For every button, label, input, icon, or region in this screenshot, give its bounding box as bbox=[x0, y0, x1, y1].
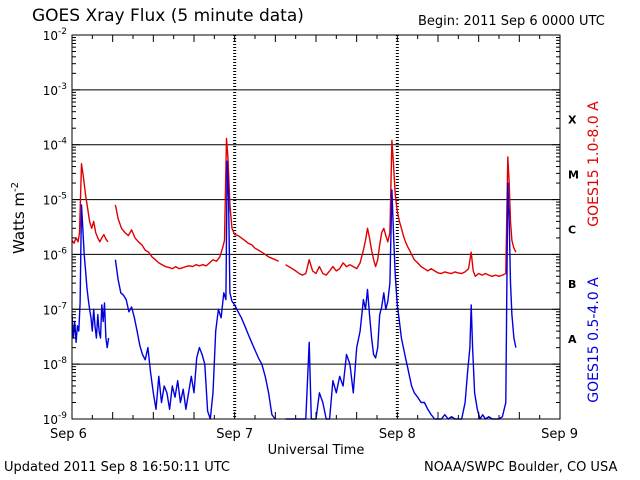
y-tick-exponent: -8 bbox=[58, 356, 67, 366]
y-tick-exponent: -3 bbox=[58, 82, 67, 92]
flare-class-C: C bbox=[568, 223, 576, 236]
y-tick-base: 10 bbox=[43, 139, 58, 153]
begin-time-label: Begin: 2011 Sep 6 0000 UTC bbox=[418, 14, 605, 29]
y-tick-label: 10-5 bbox=[43, 192, 67, 208]
y-tick-exponent: -7 bbox=[58, 301, 67, 311]
grid-layer bbox=[72, 35, 560, 419]
y-tick-label: 10-4 bbox=[43, 137, 68, 153]
y-tick-exponent: -6 bbox=[58, 246, 67, 256]
legend-label-short: GOES15 0.5-4.0 A bbox=[586, 277, 602, 403]
y-axis-label-exponent: -2 bbox=[10, 182, 21, 192]
updated-timestamp: Updated 2011 Sep 8 16:50:11 UTC bbox=[4, 460, 231, 475]
flare-class-M: M bbox=[568, 168, 579, 181]
x-axis-label: Universal Time bbox=[268, 443, 365, 458]
y-tick-base: 10 bbox=[43, 358, 58, 372]
y-axis-label: Watts m-2 bbox=[10, 182, 28, 254]
y-tick-exponent: -9 bbox=[58, 411, 67, 421]
y-tick-label: 10-6 bbox=[43, 246, 68, 262]
legend-label-long: GOES15 1.0-8.0 A bbox=[586, 101, 602, 227]
series-line-short bbox=[71, 160, 517, 420]
flare-class-B: B bbox=[568, 278, 576, 291]
y-tick-label: 10-9 bbox=[43, 411, 68, 427]
series-line-long bbox=[71, 137, 517, 277]
y-tick-base: 10 bbox=[43, 194, 58, 208]
y-tick-base: 10 bbox=[43, 413, 58, 427]
y-tick-exponent: -4 bbox=[58, 137, 67, 147]
x-tick-label: Sep 9 bbox=[541, 427, 578, 442]
flare-class-X: X bbox=[568, 114, 577, 127]
y-tick-label: 10-3 bbox=[43, 82, 67, 98]
x-tick-label: Sep 6 bbox=[50, 427, 87, 442]
chart-title: GOES Xray Flux (5 minute data) bbox=[32, 6, 304, 26]
y-tick-exponent: -2 bbox=[58, 27, 67, 37]
y-tick-exponent: -5 bbox=[58, 192, 67, 202]
plot-frame bbox=[71, 34, 561, 420]
series-layer bbox=[71, 137, 517, 420]
y-tick-label: 10-8 bbox=[43, 356, 68, 372]
credit-label: NOAA/SWPC Boulder, CO USA bbox=[424, 460, 618, 475]
y-tick-label: 10-2 bbox=[43, 27, 67, 43]
x-tick-label: Sep 7 bbox=[216, 427, 253, 442]
y-tick-base: 10 bbox=[43, 248, 58, 262]
x-tick-label: Sep 8 bbox=[379, 427, 416, 442]
y-tick-base: 10 bbox=[43, 84, 58, 98]
flare-class-A: A bbox=[568, 333, 577, 346]
y-tick-label: 10-7 bbox=[43, 301, 67, 317]
y-tick-base: 10 bbox=[43, 29, 58, 43]
y-tick-base: 10 bbox=[43, 303, 58, 317]
